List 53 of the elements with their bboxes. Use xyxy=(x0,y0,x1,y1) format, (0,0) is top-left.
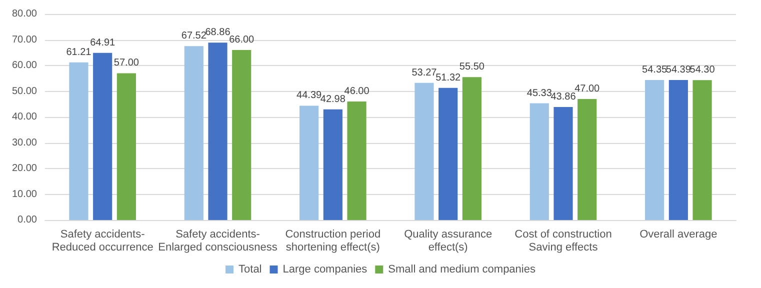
bar xyxy=(323,109,342,220)
legend-label: Large companies xyxy=(282,264,368,276)
data-label: 46.00 xyxy=(344,86,370,98)
legend-label: Total xyxy=(238,264,262,276)
y-tick-label: 70.00 xyxy=(12,34,38,46)
x-tick-label: Construction period shortening effect(s) xyxy=(285,228,381,254)
y-tick-label: 20.00 xyxy=(12,163,38,174)
bar xyxy=(438,88,458,220)
y-tick-label: 0.00 xyxy=(18,214,38,226)
data-label: 43.86 xyxy=(550,92,576,103)
bar xyxy=(232,50,252,220)
bar xyxy=(347,102,366,220)
y-tick-label: 40.00 xyxy=(12,112,38,122)
y-tick-label: 50.00 xyxy=(12,86,38,97)
bar xyxy=(578,98,597,220)
bar xyxy=(462,77,482,220)
x-tick-label: Cost of construction Saving effects xyxy=(514,228,612,254)
data-label: 45.33 xyxy=(526,88,552,99)
bar xyxy=(645,80,664,220)
bar xyxy=(668,80,688,220)
bar xyxy=(414,82,434,220)
y-tick-label: 60.00 xyxy=(12,60,38,71)
data-label: 51.32 xyxy=(436,72,462,84)
data-label: 57.00 xyxy=(114,58,140,69)
data-label: 67.52 xyxy=(181,30,207,42)
data-label: 64.91 xyxy=(90,37,116,48)
data-label: 53.27 xyxy=(412,67,438,78)
x-tick-label: Safety accidents- Reduced occurrence xyxy=(52,228,154,254)
bar xyxy=(692,80,712,220)
y-tick-label: 30.00 xyxy=(12,137,38,148)
bar xyxy=(208,42,228,220)
data-label: 54.30 xyxy=(690,64,716,76)
x-tick-label: Safety accidents- Enlarged consciousness xyxy=(158,228,278,254)
x-tick-label: Overall average xyxy=(640,228,718,240)
bar xyxy=(69,62,88,220)
y-tick-label: 10.00 xyxy=(12,188,38,200)
data-label: 54.35 xyxy=(642,64,668,76)
bar xyxy=(184,46,204,220)
legend-label: Small and medium companies xyxy=(388,264,536,276)
data-label: 68.86 xyxy=(205,27,231,38)
data-label: 54.39 xyxy=(666,64,692,76)
bar xyxy=(530,103,549,220)
data-label: 47.00 xyxy=(574,83,600,94)
data-label: 55.50 xyxy=(459,62,485,73)
bar xyxy=(116,73,136,220)
y-tick-label: 80.00 xyxy=(12,8,38,20)
data-label: 66.00 xyxy=(229,34,255,46)
bar xyxy=(300,106,319,220)
data-label: 61.21 xyxy=(66,46,92,58)
bar xyxy=(93,52,112,220)
data-label: 42.98 xyxy=(320,94,346,105)
bar xyxy=(554,107,573,220)
x-tick-label: Quality assurance effect(s) xyxy=(404,228,492,254)
